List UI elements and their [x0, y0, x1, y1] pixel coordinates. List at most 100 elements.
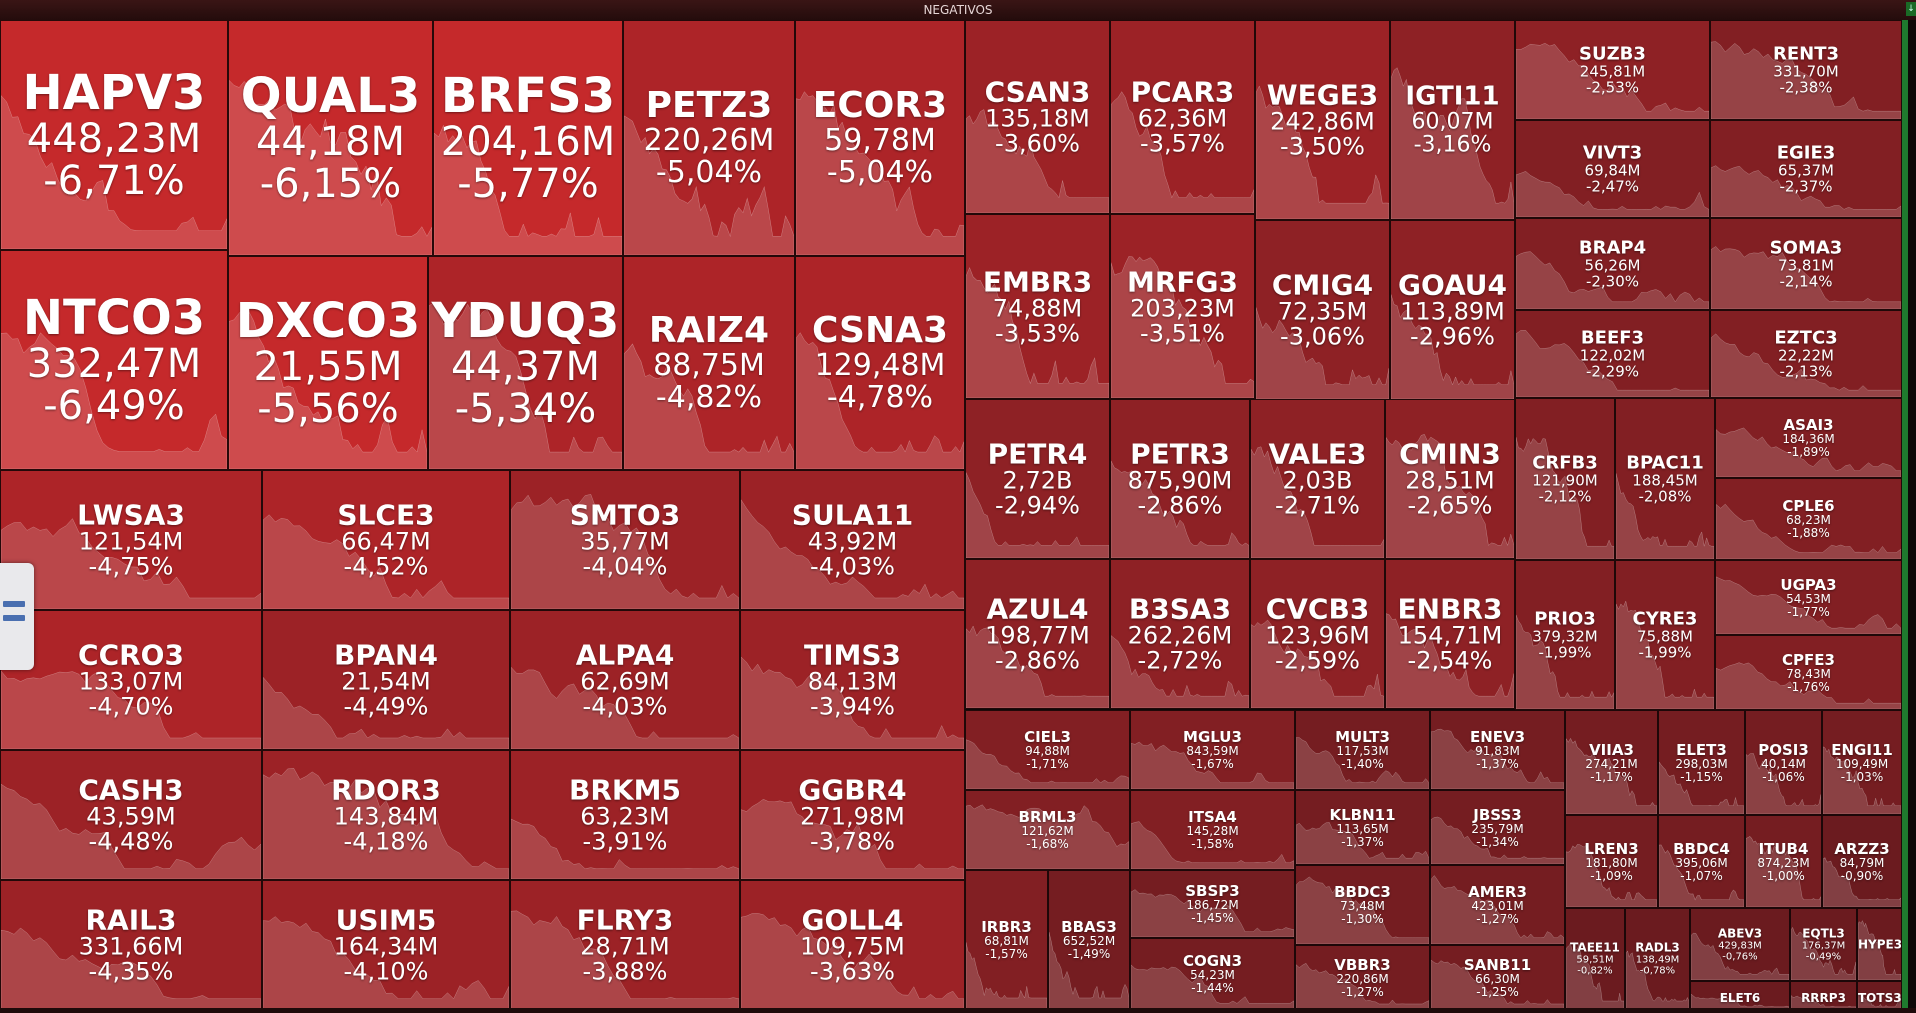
tile-cvcb3[interactable]: CVCB3 123,96M -2,59%	[1250, 559, 1385, 709]
tile-prio3[interactable]: PRIO3 379,32M -1,99%	[1515, 560, 1615, 710]
tile-itsa4[interactable]: ITSA4 145,28M -1,58%	[1130, 790, 1295, 870]
sparkline-chart	[1386, 560, 1514, 708]
tile-b3sa3[interactable]: B3SA3 262,26M -2,72%	[1110, 559, 1250, 709]
tile-ccro3[interactable]: CCRO3 133,07M -4,70%	[0, 610, 262, 750]
tile-eztc3[interactable]: EZTC3 22,22M -2,13%	[1710, 310, 1902, 398]
tile-rrrp3[interactable]: RRRP3	[1790, 981, 1857, 1010]
tile-beef3[interactable]: BEEF3 122,02M -2,29%	[1515, 310, 1710, 398]
tile-alpa4[interactable]: ALPA4 62,69M -4,03%	[510, 610, 740, 750]
tile-klbn11[interactable]: KLBN11 113,65M -1,37%	[1295, 790, 1430, 865]
tile-azul4[interactable]: AZUL4 198,77M -2,86%	[965, 559, 1110, 709]
tile-hapv3[interactable]: HAPV3 448,23M -6,71%	[0, 20, 228, 250]
tile-rail3[interactable]: RAIL3 331,66M -4,35%	[0, 880, 262, 1010]
tile-yduq3[interactable]: YDUQ3 44,37M -5,34%	[428, 256, 623, 470]
tile-enbr3[interactable]: ENBR3 154,71M -2,54%	[1385, 559, 1515, 709]
tile-qual3[interactable]: QUAL3 44,18M -6,15%	[228, 20, 433, 256]
tile-sula11[interactable]: SULA11 43,92M -4,03%	[740, 470, 965, 610]
tile-mglu3[interactable]: MGLU3 843,59M -1,67%	[1130, 710, 1295, 790]
tile-ggbr4[interactable]: GGBR4 271,98M -3,78%	[740, 750, 965, 880]
tile-sbsp3[interactable]: SBSP3 186,72M -1,45%	[1130, 870, 1295, 938]
tile-flry3[interactable]: FLRY3 28,71M -3,88%	[510, 880, 740, 1010]
tile-elet3[interactable]: ELET3 298,03M -1,15%	[1658, 710, 1745, 815]
tile-lwsa3[interactable]: LWSA3 121,54M -4,75%	[0, 470, 262, 610]
tile-raiz4[interactable]: RAIZ4 88,75M -4,82%	[623, 256, 795, 470]
tile-ugpa3[interactable]: UGPA3 54,53M -1,77%	[1715, 560, 1902, 635]
tile-bbas3[interactable]: BBAS3 652,52M -1,49%	[1048, 870, 1130, 1010]
tile-abev3[interactable]: ABEV3 429,83M -0,76%	[1690, 908, 1790, 981]
tile-tims3[interactable]: TIMS3 84,13M -3,94%	[740, 610, 965, 750]
sparkline-chart	[1823, 711, 1901, 814]
tile-jbss3[interactable]: JBSS3 235,79M -1,34%	[1430, 790, 1565, 865]
tile-cmin3[interactable]: CMIN3 28,51M -2,65%	[1385, 399, 1515, 559]
tile-cpfe3[interactable]: CPFE3 78,43M -1,76%	[1715, 635, 1902, 710]
tile-goau4[interactable]: GOAU4 113,89M -2,96%	[1390, 220, 1515, 400]
tile-petr4[interactable]: PETR4 2,72B -2,94%	[965, 399, 1110, 559]
tile-asai3[interactable]: ASAI3 184,36M -1,89%	[1715, 398, 1902, 478]
tile-cple6[interactable]: CPLE6 68,23M -1,88%	[1715, 478, 1902, 560]
sparkline-chart	[966, 791, 1129, 869]
sparkline-chart	[434, 21, 622, 255]
tile-ecor3[interactable]: ECOR3 59,78M -5,04%	[795, 20, 965, 256]
tile-irbr3[interactable]: IRBR3 68,81M -1,57%	[965, 870, 1048, 1010]
sparkline-chart	[1516, 21, 1709, 119]
tile-taee11[interactable]: TAEE11 59,51M -0,82%	[1565, 908, 1625, 1010]
tile-bpan4[interactable]: BPAN4 21,54M -4,49%	[262, 610, 510, 750]
corner-toggle-button[interactable]: ↓	[1906, 2, 1916, 16]
tile-petr3[interactable]: PETR3 875,90M -2,86%	[1110, 399, 1250, 559]
tile-rdor3[interactable]: RDOR3 143,84M -4,18%	[262, 750, 510, 880]
tile-cash3[interactable]: CASH3 43,59M -4,48%	[0, 750, 262, 880]
tile-cogn3[interactable]: COGN3 54,23M -1,44%	[1130, 938, 1295, 1010]
tile-tots3[interactable]: TOTS3	[1857, 981, 1902, 1010]
tile-igti11[interactable]: IGTI11 60,07M -3,16%	[1390, 20, 1515, 220]
side-panel-handle[interactable]	[0, 563, 34, 670]
tile-egie3[interactable]: EGIE3 65,37M -2,37%	[1710, 120, 1902, 218]
tile-cyre3[interactable]: CYRE3 75,88M -1,99%	[1615, 560, 1715, 710]
tile-vale3[interactable]: VALE3 2,03B -2,71%	[1250, 399, 1385, 559]
tile-cmig4[interactable]: CMIG4 72,35M -3,06%	[1255, 220, 1390, 400]
tile-suzb3[interactable]: SUZB3 245,81M -2,53%	[1515, 20, 1710, 120]
tile-elet6[interactable]: ELET6	[1690, 981, 1790, 1010]
tile-eqtl3[interactable]: EQTL3 176,37M -0,49%	[1790, 908, 1857, 981]
tile-mrfg3[interactable]: MRFG3 203,23M -3,51%	[1110, 214, 1255, 399]
tile-bbdc4[interactable]: BBDC4 395,06M -1,07%	[1658, 815, 1745, 908]
tile-hype3[interactable]: HYPE3	[1857, 908, 1902, 981]
tile-viia3[interactable]: VIIA3 274,21M -1,17%	[1565, 710, 1658, 815]
tile-bbdc3[interactable]: BBDC3 73,48M -1,30%	[1295, 865, 1430, 945]
tile-engi11[interactable]: ENGI11 109,49M -1,03%	[1822, 710, 1902, 815]
tile-ntco3[interactable]: NTCO3 332,47M -6,49%	[0, 250, 228, 470]
tile-rent3[interactable]: RENT3 331,70M -2,38%	[1710, 20, 1902, 120]
sparkline-chart	[741, 471, 964, 609]
tile-brml3[interactable]: BRML3 121,62M -1,68%	[965, 790, 1130, 870]
tile-amer3[interactable]: AMER3 423,01M -1,27%	[1430, 865, 1565, 945]
tile-soma3[interactable]: SOMA3 73,81M -2,14%	[1710, 218, 1902, 310]
tile-usim5[interactable]: USIM5 164,34M -4,10%	[262, 880, 510, 1010]
tile-posi3[interactable]: POSI3 40,14M -1,06%	[1745, 710, 1822, 815]
tile-brkm5[interactable]: BRKM5 63,23M -3,91%	[510, 750, 740, 880]
tile-brap4[interactable]: BRAP4 56,26M -2,30%	[1515, 218, 1710, 310]
tile-csan3[interactable]: CSAN3 135,18M -3,60%	[965, 20, 1110, 214]
tile-slce3[interactable]: SLCE3 66,47M -4,52%	[262, 470, 510, 610]
tile-vivt3[interactable]: VIVT3 69,84M -2,47%	[1515, 120, 1710, 218]
tile-enev3[interactable]: ENEV3 91,83M -1,37%	[1430, 710, 1565, 790]
tile-brfs3[interactable]: BRFS3 204,16M -5,77%	[433, 20, 623, 256]
tile-arzz3[interactable]: ARZZ3 84,79M -0,90%	[1822, 815, 1902, 908]
scroll-indicator[interactable]	[1902, 20, 1908, 1010]
tile-itub4[interactable]: ITUB4 874,23M -1,00%	[1745, 815, 1822, 908]
tile-radl3[interactable]: RADL3 138,49M -0,78%	[1625, 908, 1690, 1010]
sparkline-chart	[1626, 909, 1689, 1009]
tile-vbbr3[interactable]: VBBR3 220,86M -1,27%	[1295, 945, 1430, 1010]
tile-bpac11[interactable]: BPAC11 188,45M -2,08%	[1615, 398, 1715, 560]
tile-ciel3[interactable]: CIEL3 94,88M -1,71%	[965, 710, 1130, 790]
tile-pcar3[interactable]: PCAR3 62,36M -3,57%	[1110, 20, 1255, 214]
tile-goll4[interactable]: GOLL4 109,75M -3,63%	[740, 880, 965, 1010]
tile-sanb11[interactable]: SANB11 66,30M -1,25%	[1430, 945, 1565, 1010]
tile-mult3[interactable]: MULT3 117,53M -1,40%	[1295, 710, 1430, 790]
tile-smto3[interactable]: SMTO3 35,77M -4,04%	[510, 470, 740, 610]
tile-csna3[interactable]: CSNA3 129,48M -4,78%	[795, 256, 965, 470]
tile-wege3[interactable]: WEGE3 242,86M -3,50%	[1255, 20, 1390, 220]
tile-lren3[interactable]: LREN3 181,80M -1,09%	[1565, 815, 1658, 908]
tile-dxco3[interactable]: DXCO3 21,55M -5,56%	[228, 256, 428, 470]
tile-embr3[interactable]: EMBR3 74,88M -3,53%	[965, 214, 1110, 399]
tile-crfb3[interactable]: CRFB3 121,90M -2,12%	[1515, 398, 1615, 560]
tile-petz3[interactable]: PETZ3 220,26M -5,04%	[623, 20, 795, 256]
